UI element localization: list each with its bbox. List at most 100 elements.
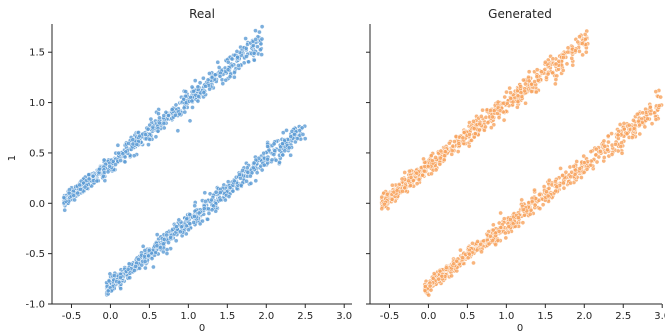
y-tick-label: 0.5 [29, 148, 45, 159]
data-point [636, 118, 642, 124]
data-point [619, 140, 625, 146]
data-point [649, 121, 655, 127]
data-point [506, 224, 512, 229]
data-point [574, 159, 580, 164]
data-point [156, 111, 161, 117]
data-point [288, 152, 293, 158]
data-point [542, 59, 548, 65]
data-point [640, 110, 646, 116]
data-point [469, 137, 474, 143]
data-point [177, 229, 183, 235]
data-point [507, 217, 513, 222]
y-tick-label: 0.0 [29, 199, 45, 210]
data-point [498, 210, 503, 216]
data-point [280, 130, 286, 135]
data-point [466, 251, 472, 257]
data-point [253, 37, 259, 42]
data-point [532, 79, 537, 84]
data-point [168, 234, 173, 240]
data-point [394, 188, 400, 194]
data-point [433, 167, 439, 173]
data-point [502, 94, 508, 100]
data-point [205, 216, 211, 222]
data-point [561, 185, 567, 191]
data-point [94, 178, 100, 184]
data-point [246, 59, 251, 65]
data-point [553, 77, 559, 82]
data-point [265, 144, 270, 149]
data-point [529, 199, 535, 205]
data-point [118, 275, 123, 280]
data-point [237, 172, 242, 177]
data-point [258, 47, 263, 53]
data-point [564, 61, 570, 67]
data-point [261, 162, 267, 168]
data-point [192, 203, 198, 209]
data-point [408, 183, 414, 188]
data-point [232, 74, 237, 80]
data-point [426, 292, 432, 298]
data-point [427, 283, 433, 289]
data-point [205, 77, 211, 83]
data-point [579, 175, 584, 180]
data-point [248, 181, 254, 186]
data-point [617, 122, 623, 127]
data-point [507, 85, 513, 91]
data-point [243, 45, 249, 51]
data-point [154, 232, 160, 237]
y-tick-label: -1.0 [25, 300, 45, 311]
data-point [408, 175, 414, 180]
panel-title-generated: Generated [488, 7, 552, 21]
x-tick-label: 0.0 [102, 311, 118, 322]
data-point [389, 196, 395, 202]
data-point [528, 207, 534, 213]
data-point [244, 165, 250, 171]
data-point [148, 116, 154, 122]
x-axis-label-generated: 0 [517, 323, 523, 334]
x-tick-label: 0.0 [420, 311, 436, 322]
data-point [161, 121, 167, 126]
data-point [163, 110, 169, 115]
x-tick-label: 2.0 [576, 311, 592, 322]
data-point [251, 50, 257, 56]
x-tick-label: 1.5 [537, 311, 553, 322]
data-point [133, 263, 138, 269]
data-point [280, 152, 286, 158]
data-point [537, 206, 543, 211]
data-point [157, 115, 162, 121]
data-point [422, 284, 428, 289]
data-point [497, 108, 503, 113]
data-point [577, 166, 583, 171]
data-point [532, 202, 538, 208]
data-point [226, 194, 232, 199]
data-point [82, 184, 88, 190]
data-point [406, 178, 411, 184]
data-point [259, 167, 265, 173]
y-tick-label: -0.5 [25, 249, 45, 260]
data-point [201, 206, 207, 211]
data-point [146, 248, 152, 253]
data-point [235, 54, 240, 60]
data-point [449, 273, 454, 279]
x-tick-label: -0.5 [380, 311, 400, 322]
data-point [382, 201, 387, 207]
data-point [496, 115, 502, 120]
data-point [488, 108, 493, 113]
data-point [166, 113, 171, 118]
data-point [173, 238, 179, 244]
data-point [504, 100, 510, 106]
data-point [516, 215, 521, 220]
data-point [112, 273, 117, 278]
data-point [61, 195, 67, 200]
data-point [461, 130, 467, 135]
data-point [161, 241, 166, 247]
data-point [201, 75, 206, 81]
data-point [225, 67, 231, 73]
data-point [120, 151, 126, 157]
data-point [105, 169, 111, 175]
data-point [143, 265, 148, 271]
data-point [86, 172, 92, 178]
data-point [173, 102, 179, 108]
data-point [220, 81, 226, 87]
